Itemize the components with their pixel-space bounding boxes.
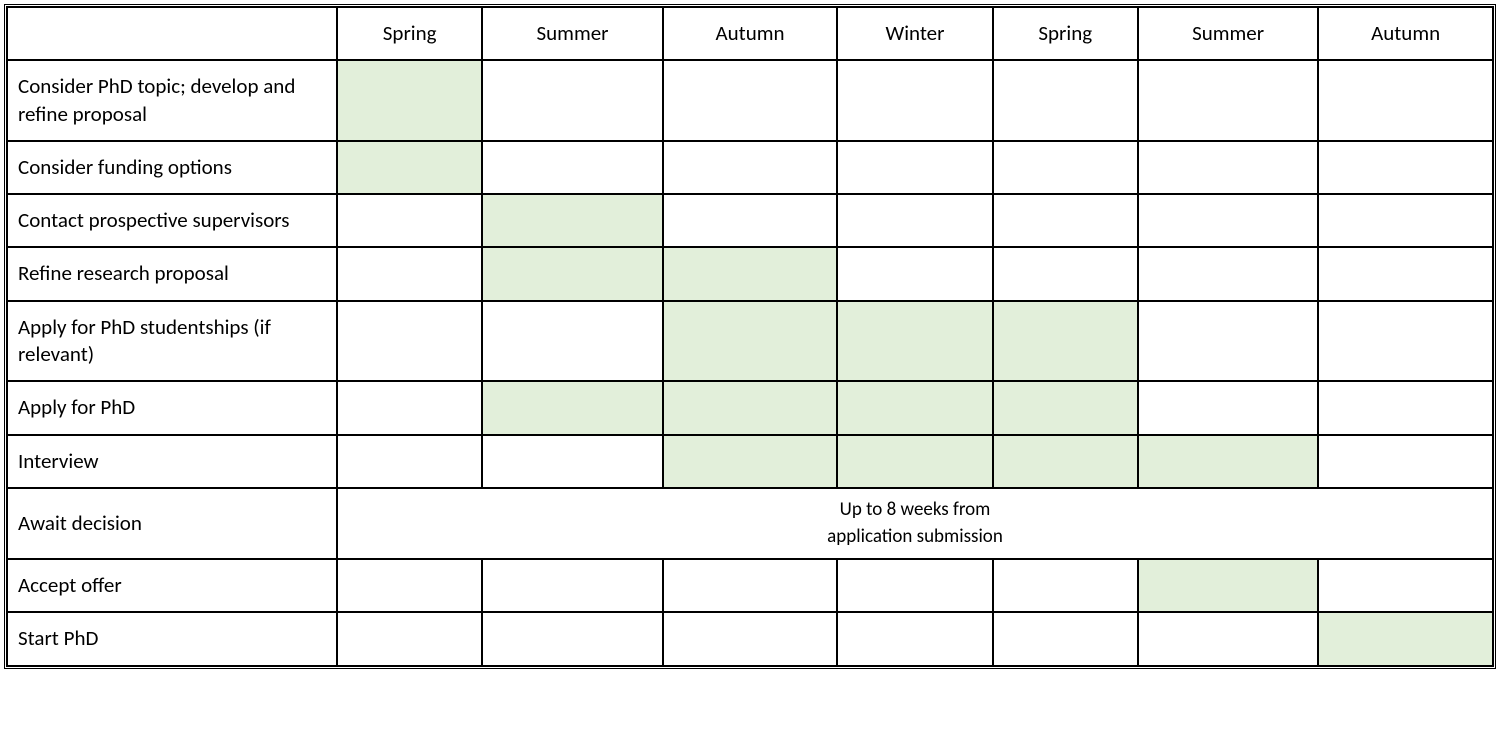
row-label: Apply for PhD: [7, 381, 337, 434]
row-label: Apply for PhD studentships (if relevant): [7, 301, 337, 382]
row-label: Consider funding options: [7, 141, 337, 194]
season-cell: [1318, 194, 1493, 247]
header-season: Spring: [993, 7, 1138, 60]
season-cell: [337, 612, 482, 665]
season-cell: [1138, 141, 1318, 194]
table-row: Consider funding options: [7, 141, 1493, 194]
season-cell: [337, 60, 482, 141]
season-cell: [482, 381, 662, 434]
header-season: Autumn: [1318, 7, 1493, 60]
season-cell: [337, 435, 482, 488]
season-cell: [663, 141, 838, 194]
row-span-text: Up to 8 weeks fromapplication submission: [337, 488, 1493, 559]
season-cell: [837, 141, 992, 194]
season-cell: [663, 559, 838, 612]
table-row: Apply for PhD studentships (if relevant): [7, 301, 1493, 382]
season-cell: [663, 435, 838, 488]
season-cell: [993, 194, 1138, 247]
table-row: Accept offer: [7, 559, 1493, 612]
header-season: Winter: [837, 7, 992, 60]
table-header-row: Spring Summer Autumn Winter Spring Summe…: [7, 7, 1493, 60]
season-cell: [1318, 612, 1493, 665]
season-cell: [337, 381, 482, 434]
season-cell: [482, 141, 662, 194]
season-cell: [837, 301, 992, 382]
season-cell: [1138, 381, 1318, 434]
season-cell: [993, 435, 1138, 488]
header-season: Summer: [482, 7, 662, 60]
header-blank: [7, 7, 337, 60]
phd-timeline-table: Spring Summer Autumn Winter Spring Summe…: [4, 4, 1496, 669]
season-cell: [482, 247, 662, 300]
season-cell: [1138, 435, 1318, 488]
row-label: Start PhD: [7, 612, 337, 665]
season-cell: [837, 194, 992, 247]
row-label: Consider PhD topic; develop and refine p…: [7, 60, 337, 141]
season-cell: [837, 60, 992, 141]
season-cell: [993, 612, 1138, 665]
header-season: Spring: [337, 7, 482, 60]
season-cell: [837, 381, 992, 434]
row-label: Await decision: [7, 488, 337, 559]
season-cell: [337, 301, 482, 382]
row-label: Contact prospective supervisors: [7, 194, 337, 247]
season-cell: [837, 435, 992, 488]
season-cell: [337, 247, 482, 300]
row-label: Interview: [7, 435, 337, 488]
header-season: Summer: [1138, 7, 1318, 60]
season-cell: [1138, 60, 1318, 141]
table-row: Interview: [7, 435, 1493, 488]
season-cell: [482, 559, 662, 612]
season-cell: [1318, 301, 1493, 382]
season-cell: [993, 247, 1138, 300]
season-cell: [837, 247, 992, 300]
season-cell: [1138, 612, 1318, 665]
season-cell: [993, 141, 1138, 194]
table-row: Apply for PhD: [7, 381, 1493, 434]
season-cell: [663, 301, 838, 382]
season-cell: [482, 301, 662, 382]
table-row: Await decisionUp to 8 weeks fromapplicat…: [7, 488, 1493, 559]
season-cell: [337, 141, 482, 194]
season-cell: [1318, 435, 1493, 488]
season-cell: [993, 60, 1138, 141]
season-cell: [482, 194, 662, 247]
season-cell: [1138, 559, 1318, 612]
table-row: Contact prospective supervisors: [7, 194, 1493, 247]
table-row: Refine research proposal: [7, 247, 1493, 300]
row-label: Refine research proposal: [7, 247, 337, 300]
season-cell: [993, 301, 1138, 382]
season-cell: [837, 559, 992, 612]
season-cell: [337, 559, 482, 612]
header-season: Autumn: [663, 7, 838, 60]
season-cell: [837, 612, 992, 665]
season-cell: [1318, 60, 1493, 141]
season-cell: [1138, 247, 1318, 300]
season-cell: [1138, 194, 1318, 247]
season-cell: [1318, 381, 1493, 434]
season-cell: [663, 194, 838, 247]
season-cell: [993, 381, 1138, 434]
season-cell: [1138, 301, 1318, 382]
season-cell: [663, 247, 838, 300]
row-label: Accept offer: [7, 559, 337, 612]
table-row: Consider PhD topic; develop and refine p…: [7, 60, 1493, 141]
season-cell: [1318, 141, 1493, 194]
season-cell: [482, 612, 662, 665]
season-cell: [663, 60, 838, 141]
season-cell: [663, 381, 838, 434]
table-row: Start PhD: [7, 612, 1493, 665]
season-cell: [482, 60, 662, 141]
season-cell: [337, 194, 482, 247]
season-cell: [482, 435, 662, 488]
season-cell: [663, 612, 838, 665]
season-cell: [1318, 559, 1493, 612]
season-cell: [1318, 247, 1493, 300]
season-cell: [993, 559, 1138, 612]
